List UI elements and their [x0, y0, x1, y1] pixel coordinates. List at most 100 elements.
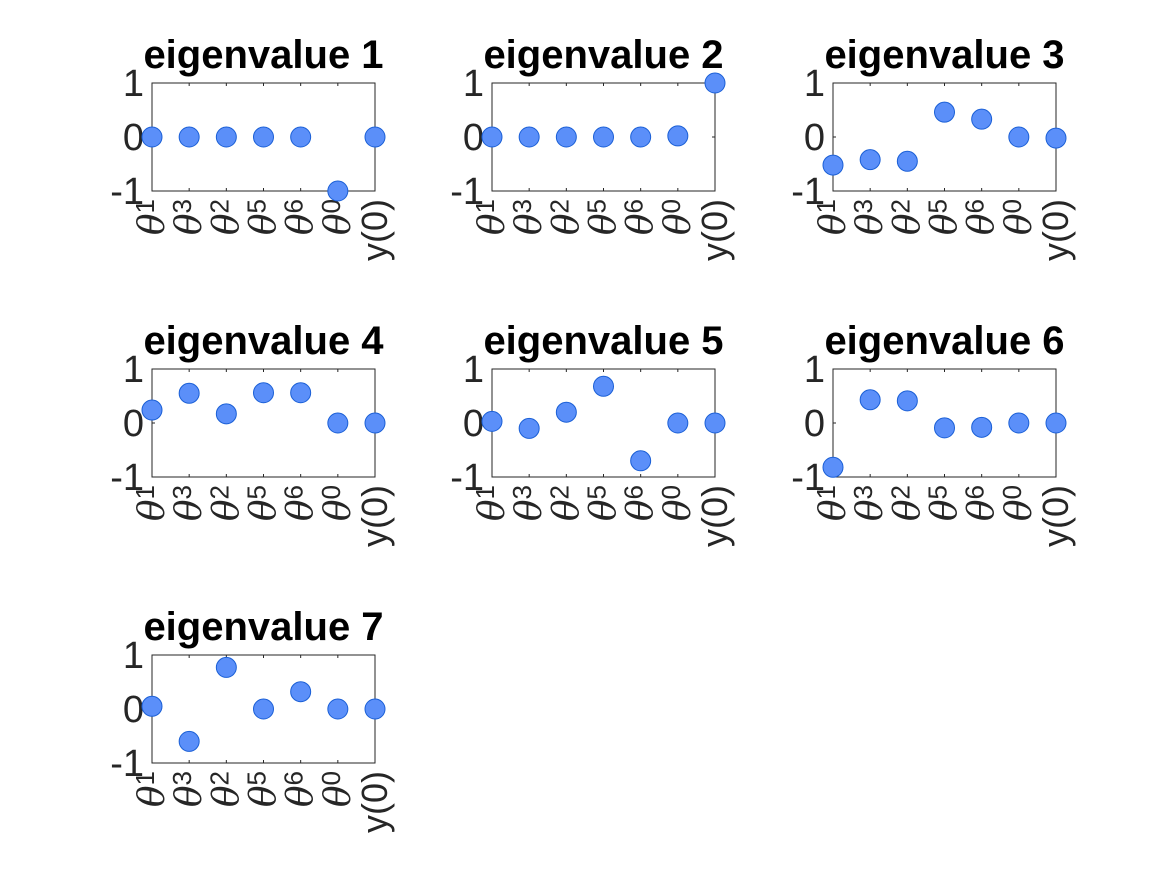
data-point — [215, 126, 237, 148]
y-tick-label: 0 — [804, 117, 825, 159]
data-point — [481, 410, 503, 432]
y-tick-label: 1 — [804, 63, 825, 105]
data-point — [593, 375, 614, 397]
x-tick-label: θ3 — [167, 771, 210, 807]
y-tick-label: 0 — [123, 117, 144, 159]
x-tick-label: θ2 — [544, 199, 587, 235]
x-tick-label: θ3 — [167, 199, 210, 235]
x-tick-label: θ6 — [279, 771, 322, 807]
x-tick-label: θ1 — [470, 485, 513, 521]
data-point — [971, 108, 993, 130]
data-point — [481, 126, 503, 148]
data-point — [290, 681, 312, 703]
y-tick-label: 0 — [804, 403, 825, 445]
x-tick-label: θ1 — [811, 485, 854, 521]
data-point — [327, 412, 349, 434]
data-point — [667, 412, 689, 434]
x-tick-label: θ6 — [960, 485, 1003, 521]
x-tick-label: y(0) — [354, 485, 395, 547]
y-tick-label: 1 — [123, 349, 144, 391]
x-tick-label: θ1 — [130, 771, 173, 807]
y-tick-label: 0 — [463, 117, 484, 159]
x-tick-label: θ6 — [279, 199, 322, 235]
data-point — [215, 656, 237, 678]
data-point — [178, 730, 200, 752]
y-tick-label: 1 — [804, 349, 825, 391]
x-tick-label: θ2 — [204, 771, 247, 807]
data-point — [178, 382, 200, 404]
x-tick-label: θ0 — [656, 485, 699, 521]
x-tick-label: θ6 — [960, 199, 1003, 235]
y-tick-label: -1 — [110, 457, 144, 499]
x-tick-label: θ3 — [848, 199, 891, 235]
x-tick-label: θ1 — [470, 199, 513, 235]
x-tick-label: y(0) — [1035, 485, 1076, 547]
x-tick-label: θ0 — [316, 199, 359, 235]
x-tick-label: θ1 — [130, 485, 173, 521]
data-point — [253, 698, 274, 720]
data-point — [364, 698, 386, 720]
data-point — [141, 695, 163, 717]
y-tick-label: 1 — [463, 63, 484, 105]
x-tick-label: θ6 — [279, 485, 322, 521]
y-tick-label: 1 — [123, 635, 144, 677]
x-tick-label: θ0 — [316, 771, 359, 807]
x-tick-label: θ5 — [582, 485, 625, 521]
x-tick-label: θ5 — [923, 199, 966, 235]
x-tick-label: θ0 — [656, 199, 699, 235]
data-point — [593, 126, 614, 148]
y-tick-label: 0 — [123, 689, 144, 731]
data-point — [859, 389, 881, 411]
data-point — [555, 401, 577, 423]
x-tick-label: θ1 — [811, 199, 854, 235]
subplot-title: eigenvalue 1 — [143, 33, 383, 77]
data-point — [253, 382, 274, 404]
data-point — [518, 417, 540, 439]
data-point — [178, 126, 200, 148]
x-tick-label: θ0 — [316, 485, 359, 521]
x-tick-label: θ2 — [885, 485, 928, 521]
subplot-title: eigenvalue 2 — [483, 33, 723, 77]
data-point — [327, 698, 349, 720]
data-point — [822, 154, 844, 176]
x-tick-label: y(0) — [1035, 199, 1076, 261]
data-point — [630, 126, 652, 148]
x-tick-label: θ5 — [923, 485, 966, 521]
data-point — [859, 149, 881, 171]
subplot-title: eigenvalue 5 — [483, 319, 723, 363]
data-point — [141, 399, 163, 421]
data-point — [215, 403, 237, 425]
x-tick-label: y(0) — [354, 771, 395, 833]
x-tick-label: θ1 — [130, 199, 173, 235]
y-tick-label: -1 — [110, 743, 144, 785]
x-tick-label: θ3 — [507, 199, 550, 235]
data-point — [934, 417, 955, 439]
x-tick-label: θ5 — [242, 485, 285, 521]
x-tick-label: θ3 — [848, 485, 891, 521]
x-tick-label: y(0) — [694, 485, 735, 547]
data-point — [971, 416, 993, 438]
y-tick-label: 1 — [123, 63, 144, 105]
x-tick-label: θ2 — [544, 485, 587, 521]
data-point — [896, 150, 918, 172]
x-tick-label: θ6 — [619, 485, 662, 521]
data-point — [518, 126, 540, 148]
y-tick-label: -1 — [791, 171, 825, 213]
data-point — [555, 126, 577, 148]
x-tick-label: θ2 — [885, 199, 928, 235]
data-point — [290, 126, 312, 148]
data-point — [327, 180, 349, 202]
x-tick-label: θ0 — [997, 485, 1040, 521]
subplot-title: eigenvalue 3 — [824, 33, 1064, 77]
data-point — [290, 382, 312, 404]
x-tick-label: θ5 — [242, 199, 285, 235]
data-point — [141, 126, 163, 148]
data-point — [822, 456, 844, 478]
data-point — [934, 101, 955, 123]
